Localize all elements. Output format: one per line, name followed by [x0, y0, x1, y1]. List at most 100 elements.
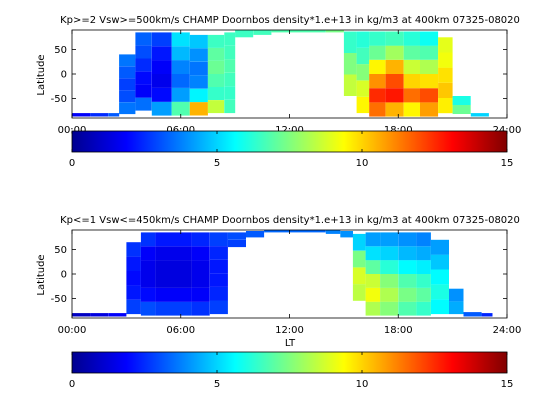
heatmap-cell	[224, 99, 236, 114]
heatmap-cell	[343, 74, 357, 96]
heatmap-cell	[171, 101, 190, 116]
heatmap-cell	[119, 54, 136, 67]
heatmap-cell	[151, 60, 172, 74]
heatmap-cell	[430, 269, 449, 285]
heatmap-cell	[173, 287, 192, 302]
heatmap-cell	[403, 45, 420, 60]
colorbar-2-gradient	[71, 351, 508, 374]
heatmap-cell	[207, 74, 225, 87]
x-tick-label: 12:00	[275, 125, 304, 136]
heatmap-cell	[430, 254, 449, 270]
heatmap-cell	[365, 246, 381, 261]
heatmap-cell	[420, 59, 439, 74]
heatmap-cell	[398, 301, 417, 316]
heatmap-cell	[72, 113, 91, 117]
heatmap-cell	[151, 32, 172, 47]
heatmap-cell	[155, 287, 174, 302]
heatmap-cell	[135, 84, 152, 98]
heatmap-cell	[108, 113, 120, 117]
heatmap-cell	[385, 102, 404, 117]
heatmap-cell	[365, 274, 381, 288]
heatmap-cell	[416, 287, 431, 302]
heatmap-cell	[171, 46, 190, 61]
panel-2: Kp<=1 Vsw<=450km/s CHAMP Doornbos densit…	[36, 215, 521, 349]
heatmap-cell	[189, 102, 208, 116]
heatmap-cell	[189, 34, 208, 49]
x-tick-label: 00:00	[58, 325, 87, 336]
heatmap-cell	[369, 31, 386, 46]
heatmap-cell	[380, 301, 399, 316]
panel-1-axes: 00:00 06:00 12:00 18:00 24:00 -50 0 50	[51, 30, 521, 136]
x-tick-label: 18:00	[384, 325, 413, 336]
colorbar-1-gradient	[71, 130, 508, 153]
heatmap-cell	[171, 87, 190, 102]
heatmap-cell	[416, 260, 431, 274]
heatmap-cell	[224, 86, 236, 100]
heatmap-cell	[171, 60, 190, 74]
heatmap-cell	[352, 233, 366, 251]
heatmap-cell	[119, 102, 136, 115]
heatmap-cell	[380, 274, 399, 288]
heatmap-cell	[398, 260, 417, 274]
heatmap-cell	[155, 301, 174, 316]
heatmap-cell	[380, 287, 399, 302]
heatmap-cell	[369, 59, 386, 74]
heatmap-cell	[135, 97, 152, 111]
heatmap-cell	[380, 246, 399, 261]
heatmap-cell	[191, 287, 210, 302]
heatmap-cell	[398, 232, 417, 247]
panel-1-title: Kp>=2 Vsw>=500km/s CHAMP Doornbos densit…	[60, 15, 520, 26]
x-tick-label: 00:00	[58, 125, 87, 136]
heatmap-cell	[90, 313, 109, 317]
y-tick-label: 0	[61, 70, 67, 81]
heatmap-cell	[173, 246, 192, 261]
heatmap-cell	[416, 232, 431, 247]
heatmap-cell	[140, 287, 156, 302]
heatmap-cell	[126, 242, 141, 257]
heatmap-cell	[403, 88, 420, 103]
heatmap-cell	[470, 113, 489, 117]
heatmap-cell	[151, 87, 172, 102]
heatmap-cell	[119, 66, 136, 79]
colorbar-tick-label: 15	[501, 158, 514, 169]
heatmap-cell	[171, 32, 190, 47]
heatmap-cell	[340, 231, 353, 238]
heatmap-cell	[227, 232, 246, 240]
heatmap-cell	[191, 274, 210, 288]
heatmap-cell	[108, 313, 127, 317]
heatmap-cell	[135, 45, 152, 59]
heatmap-cell	[403, 31, 420, 46]
heatmap-cell	[416, 301, 431, 316]
heatmap-cell	[209, 300, 228, 315]
heatmap-cell	[403, 102, 420, 117]
heatmap-cell	[207, 100, 225, 114]
heatmap-cell	[253, 30, 272, 35]
heatmap-cell	[380, 260, 399, 274]
heatmap-cell	[173, 260, 192, 274]
y-tick-label: 50	[54, 45, 67, 56]
heatmap-cell	[385, 31, 404, 46]
heatmap-cell	[356, 80, 370, 97]
panel-1-ylabel: Latitude	[36, 54, 47, 95]
panel-2-heatmap	[72, 230, 493, 317]
heatmap-cell	[369, 88, 386, 103]
x-tick-label: 12:00	[275, 325, 304, 336]
heatmap-cell	[398, 287, 417, 302]
heatmap-cell	[416, 274, 431, 288]
y-tick-label: 50	[54, 245, 67, 256]
heatmap-cell	[438, 67, 453, 83]
heatmap-cell	[126, 299, 141, 315]
heatmap-cell	[209, 246, 228, 260]
heatmap-cell	[207, 34, 225, 48]
heatmap-cell	[209, 259, 228, 274]
heatmap-cell	[155, 246, 174, 261]
heatmap-cell	[189, 61, 208, 76]
heatmap-cell	[385, 59, 404, 74]
heatmap-cell	[438, 82, 453, 98]
heatmap-cell	[227, 239, 246, 248]
heatmap-cell	[151, 46, 172, 61]
heatmap-cell	[224, 59, 236, 73]
heatmap-cell	[189, 48, 208, 62]
heatmap-cell	[126, 256, 141, 271]
colorbar-tick-label: 5	[214, 158, 220, 169]
